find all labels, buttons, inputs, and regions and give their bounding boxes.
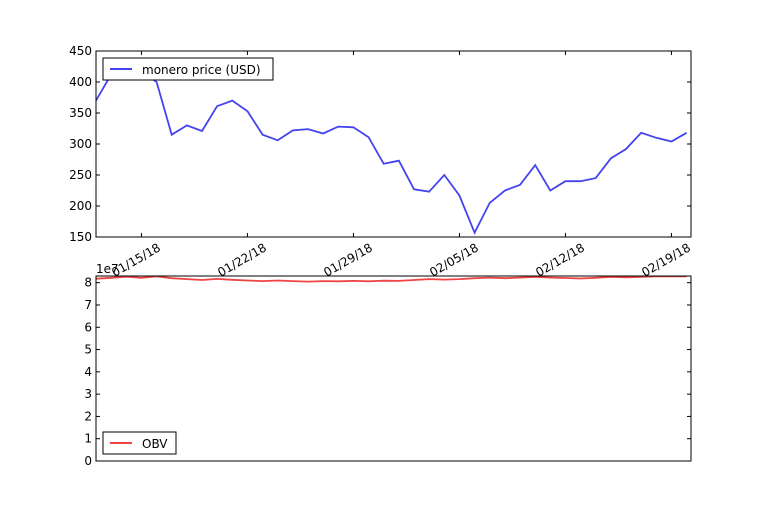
obv-legend-box: [102, 431, 177, 455]
x-tick-label: 02/12/18: [533, 240, 587, 279]
obv-plot-frame: [95, 275, 692, 462]
y-tick-label: 250: [69, 168, 92, 182]
obv-series-line: [95, 275, 687, 283]
y-tick-label: 4: [84, 365, 92, 379]
obv-legend: OBV: [102, 431, 177, 455]
price-legend-label: monero price (USD): [142, 63, 261, 77]
y-tick-label: 300: [69, 137, 92, 151]
y-tick-label: 7: [84, 298, 92, 312]
y-tick-label: 2: [84, 409, 92, 423]
x-tick-label: 01/29/18: [321, 240, 375, 279]
x-tick-label: 01/22/18: [215, 240, 269, 279]
y-tick-label: 350: [69, 106, 92, 120]
price-legend-box: [102, 57, 274, 81]
y-tick-label: 8: [84, 276, 92, 290]
x-tick-label: 02/05/18: [427, 240, 481, 279]
y-tick-label: 6: [84, 320, 92, 334]
price-plot-frame: [95, 50, 692, 238]
obv-y-ticks: 0 1 2 3 4 5 6 7 8: [84, 276, 691, 468]
y-tick-label: 150: [69, 230, 92, 244]
y-tick-label: 400: [69, 75, 92, 89]
y-tick-label: 0: [84, 454, 92, 468]
price-legend: monero price (USD): [102, 57, 274, 81]
obv-panel: 1e7 0 1 2 3 4 5 6 7 8 OBV: [84, 262, 692, 468]
y-tick-label: 3: [84, 387, 92, 401]
obv-legend-label: OBV: [142, 437, 168, 451]
obv-scale-label: 1e7: [96, 262, 119, 276]
y-tick-label: 1: [84, 432, 92, 446]
y-tick-label: 5: [84, 343, 92, 357]
x-tick-label: 02/19/18: [639, 240, 693, 279]
y-tick-label: 200: [69, 199, 92, 213]
price-series-line: [95, 65, 688, 235]
y-tick-label: 450: [69, 44, 92, 58]
